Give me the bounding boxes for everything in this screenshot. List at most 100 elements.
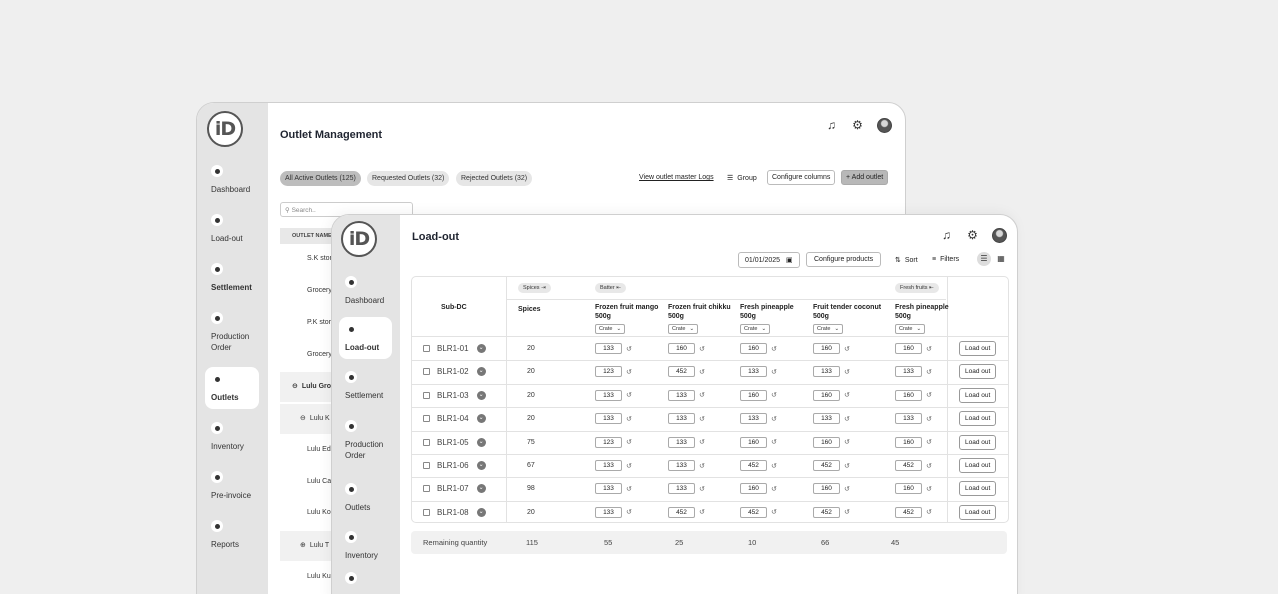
history-icon[interactable]: ↺ xyxy=(626,345,632,353)
history-icon[interactable]: ↺ xyxy=(926,462,932,470)
load-out-button[interactable]: Load out xyxy=(959,481,997,497)
history-icon[interactable]: ↺ xyxy=(844,509,850,517)
history-icon[interactable]: ↺ xyxy=(699,392,705,400)
unit-dropdown[interactable]: Crate ⌄ xyxy=(895,324,926,334)
quantity-input[interactable]: 452 xyxy=(740,506,767,518)
quantity-input[interactable]: 452 xyxy=(895,506,922,518)
sidebar-item-settlement[interactable]: Settlement xyxy=(345,371,393,401)
history-icon[interactable]: ↺ xyxy=(844,368,850,376)
row-checkbox[interactable] xyxy=(423,415,430,423)
quantity-input[interactable]: 133 xyxy=(595,506,622,518)
unit-dropdown[interactable]: Crate ⌄ xyxy=(668,324,699,334)
history-icon[interactable]: ↺ xyxy=(771,415,777,423)
quantity-input[interactable]: 452 xyxy=(668,506,695,518)
chevron-down-icon[interactable]: ⌄ xyxy=(476,437,486,447)
list-view-icon[interactable]: ☰ xyxy=(977,252,991,266)
history-icon[interactable]: ↺ xyxy=(699,415,705,423)
sidebar-item-load-out[interactable]: Load-out xyxy=(339,317,392,359)
history-icon[interactable]: ↺ xyxy=(926,439,932,447)
row-checkbox[interactable] xyxy=(423,462,430,469)
load-out-button[interactable]: Load out xyxy=(959,341,997,356)
row-checkbox[interactable] xyxy=(423,368,430,376)
outlet-row[interactable]: S.K stores xyxy=(280,245,340,275)
tab-rejected-outlets[interactable]: Rejected Outlets (32) xyxy=(456,171,533,186)
quantity-input[interactable]: 133 xyxy=(595,343,622,354)
load-out-button[interactable]: Load out xyxy=(959,434,997,450)
unit-dropdown[interactable]: Crate ⌄ xyxy=(595,324,626,334)
load-out-button[interactable]: Load out xyxy=(959,411,997,427)
row-checkbox[interactable] xyxy=(423,508,430,516)
history-icon[interactable]: ↺ xyxy=(771,462,777,470)
history-icon[interactable]: ↺ xyxy=(926,485,932,493)
quantity-input[interactable]: 133 xyxy=(895,366,922,378)
chevron-down-icon[interactable]: ⌄ xyxy=(476,344,486,353)
history-icon[interactable]: ↺ xyxy=(626,462,632,470)
sidebar-item-dashboard[interactable]: Dashboard xyxy=(345,276,393,306)
load-out-button[interactable]: Load out xyxy=(959,504,997,520)
collapse-icon[interactable]: ⊖ xyxy=(292,383,298,390)
chevron-down-icon[interactable]: ⌄ xyxy=(476,507,486,517)
row-checkbox[interactable] xyxy=(423,391,430,399)
history-icon[interactable]: ↺ xyxy=(844,439,850,447)
chevron-down-icon[interactable]: ⌄ xyxy=(476,367,486,377)
quantity-input[interactable]: 133 xyxy=(668,436,695,448)
quantity-input[interactable]: 160 xyxy=(895,343,922,354)
quantity-input[interactable]: 160 xyxy=(813,343,840,354)
configure-products-button[interactable]: Configure products xyxy=(806,252,882,267)
load-out-button[interactable]: Load out xyxy=(959,387,997,403)
chevron-down-icon[interactable]: ⌄ xyxy=(476,390,486,400)
outlet-row[interactable]: Lulu Ku xyxy=(280,563,340,593)
outlet-row[interactable]: P.K stores xyxy=(280,309,340,339)
history-icon[interactable]: ↺ xyxy=(699,345,705,353)
quantity-input[interactable]: 133 xyxy=(595,460,622,471)
quantity-input[interactable]: 452 xyxy=(740,460,767,471)
outlet-row[interactable]: ⊖ Lulu K xyxy=(280,404,340,434)
outlet-row[interactable]: ⊖ Lulu Group xyxy=(280,372,340,402)
quantity-input[interactable]: 160 xyxy=(813,483,840,495)
sidebar-item-inventory[interactable]: Inventory xyxy=(345,531,393,561)
unit-dropdown[interactable]: Crate ⌄ xyxy=(813,324,844,334)
sort-button[interactable]: ⇅ Sort xyxy=(895,256,918,265)
quantity-input[interactable]: 133 xyxy=(668,460,695,471)
sidebar-item-pre-invoice[interactable]: Pre-invoice xyxy=(211,471,261,501)
load-out-button[interactable]: Load out xyxy=(959,458,997,473)
tab-all-active-outlets[interactable]: All Active Outlets (125) xyxy=(280,171,361,186)
sidebar-item-more[interactable] xyxy=(345,572,357,591)
avatar[interactable] xyxy=(992,228,1007,243)
outlet-row[interactable]: Lulu Ca xyxy=(280,468,340,498)
add-outlet-button[interactable]: + Add outlet xyxy=(841,170,889,185)
outlet-row[interactable]: Lulu Ko xyxy=(280,499,340,529)
history-icon[interactable]: ↺ xyxy=(699,439,705,447)
quantity-input[interactable]: 452 xyxy=(813,460,840,471)
sidebar-item-inventory[interactable]: Inventory xyxy=(211,422,261,452)
history-icon[interactable]: ↺ xyxy=(771,368,777,376)
filters-button[interactable]: ≡ Filters xyxy=(932,256,960,263)
configure-columns-button[interactable]: Configure columns xyxy=(767,170,836,185)
history-icon[interactable]: ↺ xyxy=(844,345,850,353)
quantity-input[interactable]: 160 xyxy=(895,436,922,448)
chevron-down-icon[interactable]: ⌄ xyxy=(476,484,486,494)
history-icon[interactable]: ↺ xyxy=(699,368,705,376)
quantity-input[interactable]: 160 xyxy=(740,343,767,354)
quantity-input[interactable]: 160 xyxy=(740,389,767,401)
group-button[interactable]: ☰ Group xyxy=(727,174,757,183)
history-icon[interactable]: ↺ xyxy=(626,485,632,493)
sidebar-item-load-out[interactable]: Load-out xyxy=(211,214,261,244)
expand-icon[interactable]: ⊕ xyxy=(300,542,306,549)
outlet-row[interactable]: Grocery xyxy=(280,277,340,307)
history-icon[interactable]: ↺ xyxy=(626,415,632,423)
outlet-row[interactable]: ⊕ Lulu T xyxy=(280,531,340,561)
gear-icon[interactable]: ⚙ xyxy=(852,118,863,132)
quantity-input[interactable]: 123 xyxy=(595,436,622,448)
sidebar-item-settlement[interactable]: Settlement xyxy=(211,263,261,293)
quantity-input[interactable]: 133 xyxy=(668,483,695,495)
bell-icon[interactable]: ♫ xyxy=(942,228,951,242)
sidebar-item-reports[interactable]: Reports xyxy=(211,520,261,550)
quantity-input[interactable]: 133 xyxy=(595,413,622,425)
bell-icon[interactable]: ♫ xyxy=(827,118,836,132)
history-icon[interactable]: ↺ xyxy=(626,439,632,447)
history-icon[interactable]: ↺ xyxy=(771,509,777,517)
history-icon[interactable]: ↺ xyxy=(926,415,932,423)
tab-requested-outlets[interactable]: Requested Outlets (32) xyxy=(367,171,450,186)
quantity-input[interactable]: 133 xyxy=(668,389,695,401)
